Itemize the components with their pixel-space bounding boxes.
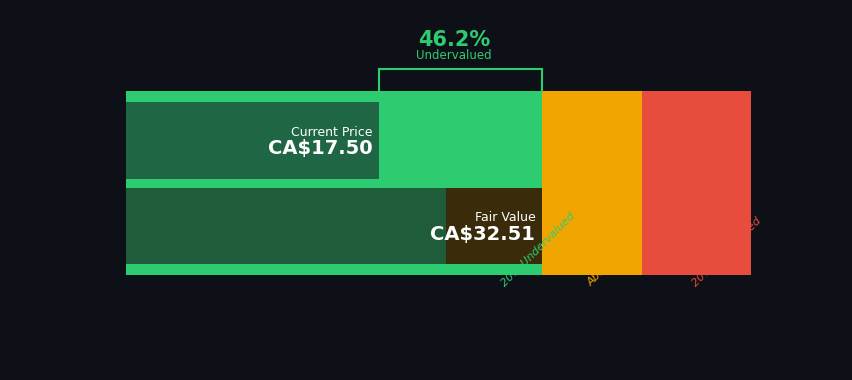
Bar: [126, 91, 751, 275]
Bar: [541, 91, 641, 275]
Bar: [641, 91, 751, 275]
Text: Current Price: Current Price: [291, 126, 372, 139]
Text: 20% Undervalued: 20% Undervalued: [498, 211, 576, 288]
Text: 46.2%: 46.2%: [417, 30, 490, 50]
Text: CA$32.51: CA$32.51: [430, 225, 535, 244]
Text: CA$17.50: CA$17.50: [268, 139, 372, 158]
Text: Undervalued: Undervalued: [416, 49, 492, 62]
Text: Fair Value: Fair Value: [474, 211, 535, 224]
Text: 20% Overvalued: 20% Overvalued: [689, 215, 762, 288]
Bar: [446, 187, 541, 264]
Text: About Right: About Right: [584, 235, 638, 288]
Bar: [126, 187, 541, 264]
Bar: [126, 102, 379, 179]
